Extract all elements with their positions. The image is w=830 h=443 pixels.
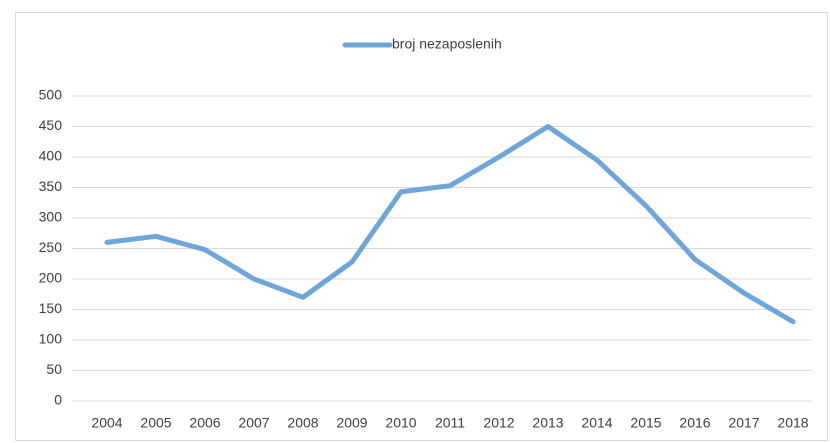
x-tick-label: 2015	[630, 415, 661, 431]
y-tick-label: 400	[39, 148, 63, 164]
y-tick-label: 100	[39, 331, 63, 347]
legend-label: broj nezaposlenih	[392, 36, 502, 52]
x-tick-label: 2007	[238, 415, 269, 431]
y-tick-label: 500	[39, 87, 63, 103]
x-tick-label: 2013	[532, 415, 563, 431]
x-tick-label: 2005	[140, 415, 171, 431]
y-tick-label: 200	[39, 270, 63, 286]
x-tick-label: 2018	[777, 415, 808, 431]
y-tick-label: 50	[46, 361, 62, 377]
x-tick-label: 2009	[336, 415, 367, 431]
x-tick-label: 2010	[385, 415, 416, 431]
x-tick-label: 2006	[189, 415, 220, 431]
y-tick-label: 250	[39, 239, 63, 255]
y-tick-label: 0	[54, 392, 62, 408]
y-tick-label: 300	[39, 209, 63, 225]
chart-frame	[15, 12, 828, 441]
data-line	[104, 124, 796, 325]
y-tick-label: 450	[39, 117, 63, 133]
x-tick-label: 2014	[581, 415, 612, 431]
y-tick-label: 350	[39, 178, 63, 194]
x-tick-label: 2017	[728, 415, 759, 431]
x-tick-label: 2011	[435, 415, 465, 431]
y-tick-label: 150	[39, 300, 63, 316]
x-tick-label: 2012	[483, 415, 514, 431]
x-tick-label: 2004	[91, 415, 122, 431]
x-tick-label: 2008	[287, 415, 318, 431]
x-tick-label: 2016	[679, 415, 710, 431]
